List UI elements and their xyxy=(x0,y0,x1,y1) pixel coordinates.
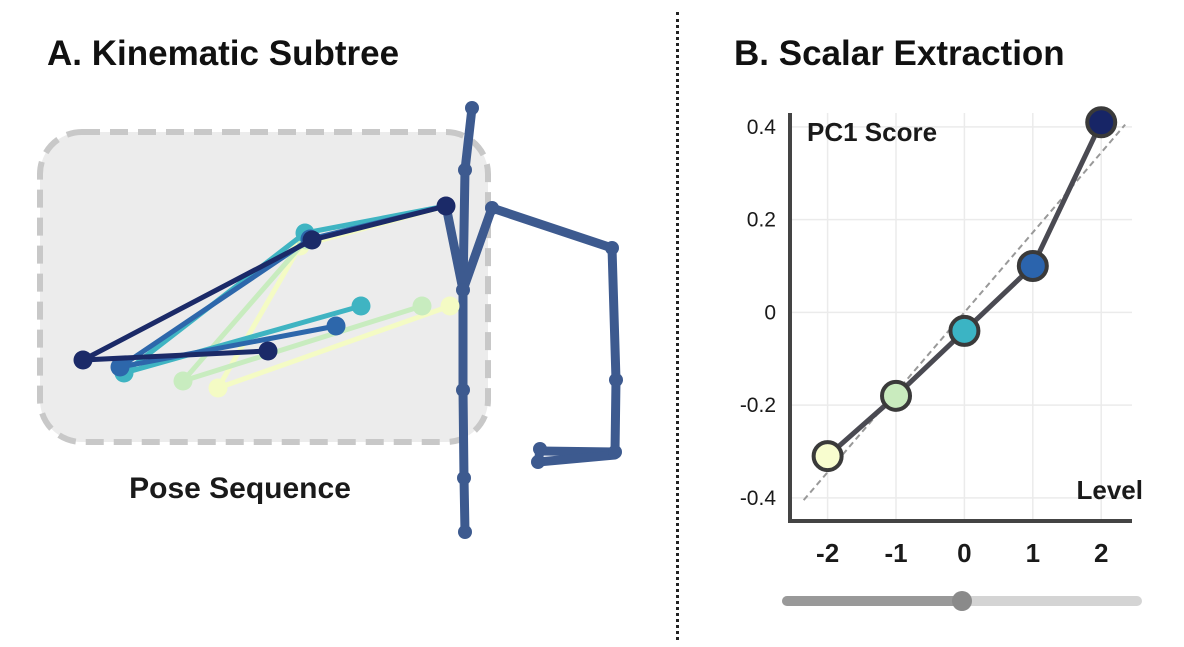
skeleton-joint xyxy=(485,201,499,215)
data-point xyxy=(948,314,981,347)
x-tick-label: 0 xyxy=(957,538,971,568)
y-tick-label: 0.2 xyxy=(747,209,776,232)
shoulder-joint xyxy=(436,196,456,216)
skeleton-joint xyxy=(457,471,471,485)
skeleton-joint xyxy=(605,241,619,255)
skeleton-figure xyxy=(441,101,623,539)
panel-a-title: A. Kinematic Subtree xyxy=(47,34,400,73)
y-tick-label: 0.4 xyxy=(747,116,777,139)
frame-joint xyxy=(110,357,130,377)
pose-sequence-label: Pose Sequence xyxy=(129,472,351,505)
y-tick-label: 0 xyxy=(764,301,776,324)
y-axis-label: PC1 Score xyxy=(807,117,937,147)
frame-joint xyxy=(173,371,193,391)
frame-joint xyxy=(208,378,228,398)
panel-divider xyxy=(676,12,679,640)
frame-joint xyxy=(73,350,93,370)
panel-b-title: B. Scalar Extraction xyxy=(734,34,1065,73)
skeleton-joint xyxy=(531,455,545,469)
x-tick-label: 1 xyxy=(1026,538,1040,568)
skeleton-joint xyxy=(609,373,623,387)
frame-joint xyxy=(258,341,278,361)
data-point xyxy=(1085,106,1118,139)
skeleton-joint xyxy=(456,383,470,397)
frame-joint xyxy=(302,230,322,250)
skeleton-joint xyxy=(458,163,472,177)
x-tick-label: -2 xyxy=(816,538,839,568)
frame-joint xyxy=(440,296,460,316)
frame-joint xyxy=(326,316,346,336)
x-tick-label: -1 xyxy=(884,538,907,568)
y-tick-label: -0.2 xyxy=(740,394,776,417)
skeleton-joint xyxy=(608,445,622,459)
skeleton-joint xyxy=(458,525,472,539)
skeleton-limb xyxy=(487,203,621,457)
slider-thumb[interactable] xyxy=(952,591,972,611)
skeleton-joint xyxy=(465,101,479,115)
data-point xyxy=(1016,250,1049,282)
skeleton-joint xyxy=(533,442,547,456)
pc1-chart: -0.4 -0.2 0 0.2 0.4 -2 -1 0 1 2 PC1 Score Level xyxy=(740,106,1144,611)
data-point xyxy=(880,379,913,412)
pose-trajectories xyxy=(73,196,460,398)
x-axis-label: Level xyxy=(1077,475,1144,505)
frame-joint xyxy=(412,296,432,316)
skeleton-joint xyxy=(456,283,470,297)
data-point xyxy=(811,440,844,473)
frame-joint xyxy=(351,296,371,316)
y-tick-label: -0.4 xyxy=(740,487,777,510)
skeleton-limb xyxy=(458,103,477,537)
frame-arm-path xyxy=(80,203,449,363)
x-tick-label: 2 xyxy=(1094,538,1108,568)
